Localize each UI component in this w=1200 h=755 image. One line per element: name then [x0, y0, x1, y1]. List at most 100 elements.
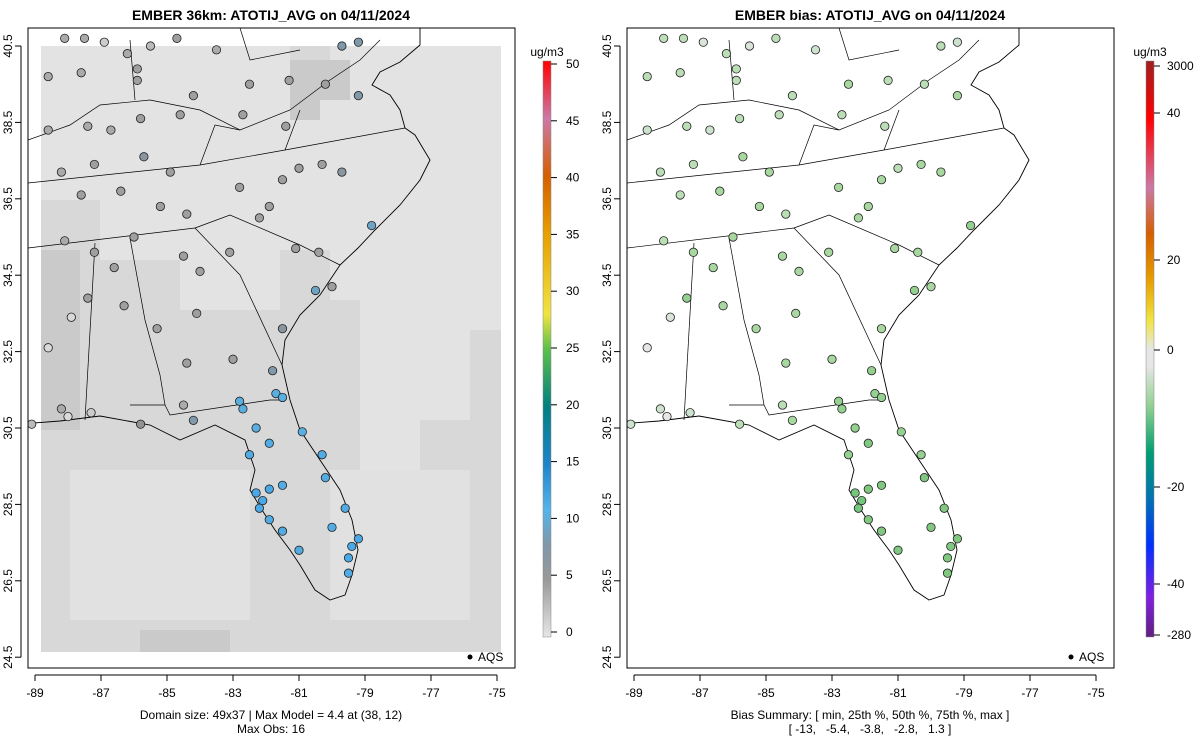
site-marker [926, 282, 936, 292]
site-marker [267, 366, 278, 376]
site-marker [936, 167, 946, 177]
site-marker [136, 113, 146, 124]
colorbar-tick-label: 15 [566, 455, 580, 469]
left-panel: EMBER 36km: ATOTIJ_AVG on 04/11/2024 -89… [1, 7, 580, 736]
colorbar [542, 60, 552, 638]
y-tick-label: 40.5 [600, 34, 614, 58]
left-title: EMBER 36km: ATOTIJ_AVG on 04/11/2024 [132, 7, 410, 23]
state-boundary [793, 227, 882, 366]
x-tick-label: -81 [290, 686, 308, 700]
legend-label: AQS [1079, 650, 1104, 664]
site-marker [952, 91, 963, 101]
x-axis: -89 -87 -85 -83 -81 -79 -77 -75 [26, 674, 506, 700]
site-marker [225, 247, 235, 257]
site-marker [824, 247, 834, 257]
site-marker [60, 236, 70, 246]
y-tick-label: 32.5 [600, 340, 614, 364]
state-boundary [284, 109, 301, 151]
site-marker [310, 285, 321, 296]
site-markers [627, 33, 976, 578]
colorbar-tick-label: 50 [566, 57, 580, 71]
y-tick-label: 26.5 [1, 569, 15, 593]
site-marker [777, 251, 788, 261]
y-tick-label: 28.5 [600, 492, 614, 516]
site-marker [119, 301, 129, 311]
state-boundary [627, 127, 1005, 184]
site-marker [244, 79, 255, 89]
site-marker [353, 91, 363, 101]
site-marker [781, 209, 791, 219]
site-marker [122, 49, 133, 59]
site-marker [43, 125, 53, 135]
site-marker [281, 121, 291, 131]
site-marker [264, 515, 274, 525]
y-tick-label: 26.5 [600, 569, 614, 593]
site-marker [251, 423, 261, 433]
colorbar-tick-label: 5 [566, 568, 573, 582]
site-marker [238, 110, 248, 120]
site-marker [774, 110, 784, 120]
site-marker [132, 75, 142, 85]
state-boundary [728, 237, 765, 406]
site-marker [343, 568, 354, 578]
site-marker [843, 79, 854, 89]
legend-label: AQS [478, 650, 503, 664]
site-marker [337, 167, 347, 177]
state-boundary [164, 399, 285, 416]
site-marker [876, 175, 887, 185]
colorbar-tick-label: 30 [566, 284, 580, 298]
site-marker [718, 301, 728, 311]
site-marker [211, 45, 222, 55]
y-tick-label: 24.5 [600, 645, 614, 669]
site-marker [936, 41, 946, 51]
site-marker [837, 110, 847, 120]
site-marker [883, 75, 893, 85]
site-marker [175, 110, 185, 120]
site-marker [254, 213, 264, 223]
site-marker [182, 209, 192, 219]
y-tick-label: 32.5 [1, 340, 15, 364]
site-marker [705, 125, 715, 135]
site-marker [192, 308, 202, 318]
state-boundary [199, 124, 241, 166]
site-marker [853, 213, 864, 223]
site-marker [106, 125, 116, 135]
site-marker [116, 186, 126, 196]
site-marker [833, 182, 844, 192]
site-marker [642, 125, 652, 135]
state-boundary [28, 127, 406, 184]
model-grid-light [41, 46, 501, 470]
site-marker [946, 541, 956, 552]
site-marker [893, 545, 903, 555]
y-tick-label: 36.5 [600, 187, 614, 211]
x-tick-label: -89 [625, 686, 643, 700]
site-marker [337, 41, 347, 51]
site-marker [238, 404, 248, 414]
site-marker [294, 545, 304, 555]
site-marker [60, 33, 70, 43]
site-marker [876, 526, 887, 536]
site-marker [347, 541, 357, 552]
site-marker [109, 262, 119, 273]
y-tick-label: 30.5 [1, 416, 15, 440]
site-marker [952, 534, 963, 544]
y-tick-label: 34.5 [1, 263, 15, 287]
site-marker [83, 121, 93, 131]
site-marker [833, 396, 844, 406]
site-marker [228, 354, 238, 364]
site-marker [708, 262, 718, 273]
colorbar-tick-label: 45 [566, 114, 580, 128]
site-marker [43, 343, 53, 353]
x-tick-label: -75 [488, 686, 506, 700]
y-axis: 24.5 26.5 28.5 30.5 32.5 34.5 36.5 38.5 40.5 [1, 34, 22, 669]
site-marker [136, 419, 146, 429]
site-marker [863, 484, 873, 494]
site-marker [698, 37, 708, 47]
colorbar-tick-label: 35 [566, 227, 580, 241]
colorbar-tick-label: 0 [1167, 343, 1174, 357]
coastline [28, 28, 431, 601]
site-marker [731, 75, 741, 85]
site-marker [63, 411, 73, 422]
site-marker [195, 266, 205, 276]
site-marker [320, 79, 330, 89]
